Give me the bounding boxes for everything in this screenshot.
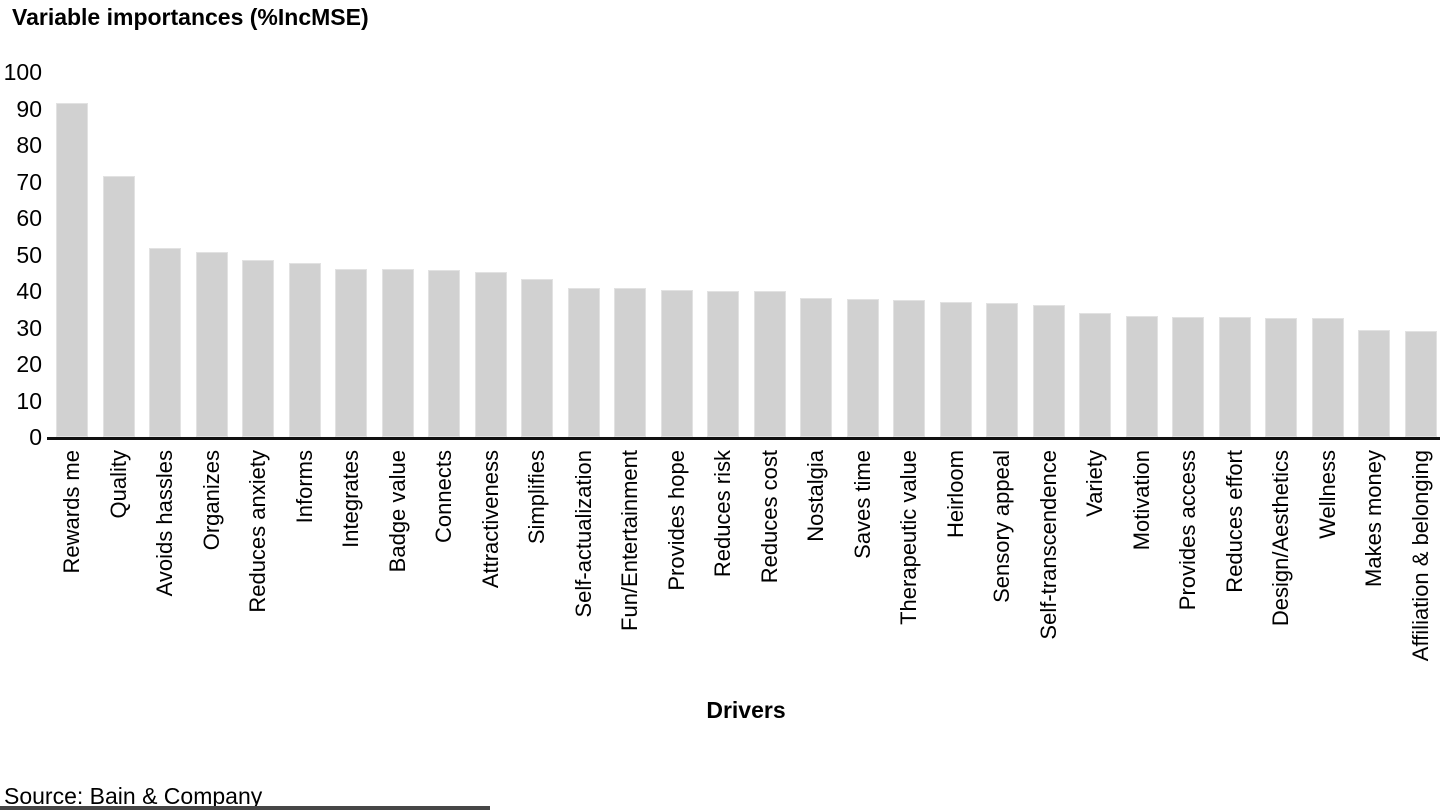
y-tick-label: 50 (16, 241, 42, 268)
x-tick-label: Wellness (1314, 450, 1340, 539)
bar (893, 300, 925, 437)
chart-title: Variable importances (%IncMSE) (12, 4, 369, 30)
x-tick-label: Integrates (338, 450, 363, 548)
bar (846, 299, 879, 437)
bar (1079, 312, 1111, 437)
bar (660, 289, 693, 437)
x-tick-label: Informs (291, 450, 317, 524)
x-tick-label: Makes money (1361, 450, 1386, 587)
x-tick-label: Nostalgia (803, 450, 828, 542)
x-tick-label: Quality (105, 450, 131, 519)
x-tick-label: Attractiveness (477, 450, 503, 589)
bottom-strip-decoration (0, 806, 490, 810)
y-tick-label: 10 (16, 387, 42, 414)
y-tick-label: 90 (16, 95, 42, 122)
y-tick-label: 0 (29, 424, 42, 450)
y-tick-label: 80 (16, 132, 42, 158)
bar (567, 287, 600, 437)
x-tick-label: Heirloom (942, 450, 968, 539)
bar (149, 247, 181, 437)
x-tick-label: Connects (431, 450, 456, 543)
x-tick-label: Organizes (198, 450, 224, 551)
bar (939, 301, 972, 437)
y-tick-label: 30 (16, 314, 42, 341)
x-tick-label: Sensory appeal (989, 450, 1014, 603)
x-tick-label: Avoids hassles (152, 450, 177, 597)
y-tick-label: 40 (16, 278, 42, 304)
x-tick-label: Reduces effort (1221, 450, 1247, 593)
x-tick-label: Self-transcendence (1035, 450, 1061, 640)
bar (753, 291, 786, 437)
y-tick-label: 100 (3, 59, 42, 85)
bar (102, 176, 135, 437)
bar (1032, 304, 1065, 437)
bar (1265, 317, 1297, 437)
x-tick-label: Affiliation & belonging (1407, 450, 1433, 662)
bar (1172, 316, 1204, 437)
x-tick-label: Design/Aesthetics (1268, 450, 1293, 627)
bar (335, 269, 367, 437)
source-note: Source: Bain & Company (4, 783, 263, 809)
x-tick-label: Reduces anxiety (245, 450, 270, 613)
x-axis-line (47, 437, 1440, 440)
bar (614, 288, 646, 437)
bar (800, 298, 832, 437)
x-tick-label: Therapeutic value (896, 450, 921, 625)
bar (1218, 317, 1251, 437)
x-tick-label: Motivation (1128, 450, 1154, 551)
x-tick-label: Reduces cost (756, 450, 782, 584)
y-tick-label: 20 (16, 351, 42, 377)
bar (428, 270, 460, 437)
x-tick-label: Provides access (1175, 450, 1200, 611)
bar (1358, 330, 1390, 437)
y-tick-label: 60 (16, 205, 42, 231)
bar (707, 290, 739, 437)
x-tick-label: Rewards me (59, 450, 84, 574)
x-tick-label: Simplifies (524, 450, 549, 545)
bar (521, 278, 553, 437)
x-tick-label: Saves time (849, 450, 875, 559)
x-tick-label: Variety (1082, 450, 1107, 517)
x-tick-label: Fun/Entertainment (617, 450, 642, 631)
bar (1404, 331, 1437, 437)
bar (1311, 318, 1344, 437)
bar (288, 262, 321, 437)
x-axis-title: Drivers (706, 697, 786, 723)
x-tick-label: Badge value (384, 450, 410, 573)
bar (195, 252, 228, 437)
bar (474, 272, 507, 437)
x-tick-label: Provides hope (663, 450, 689, 591)
y-tick-label: 70 (16, 168, 42, 195)
x-tick-label: Reduces risk (710, 450, 735, 578)
bar (56, 103, 88, 437)
bar (986, 303, 1018, 437)
x-tick-label: Self-actualization (570, 450, 596, 618)
bar (381, 269, 414, 437)
bar (1125, 315, 1158, 437)
bar (242, 259, 274, 437)
